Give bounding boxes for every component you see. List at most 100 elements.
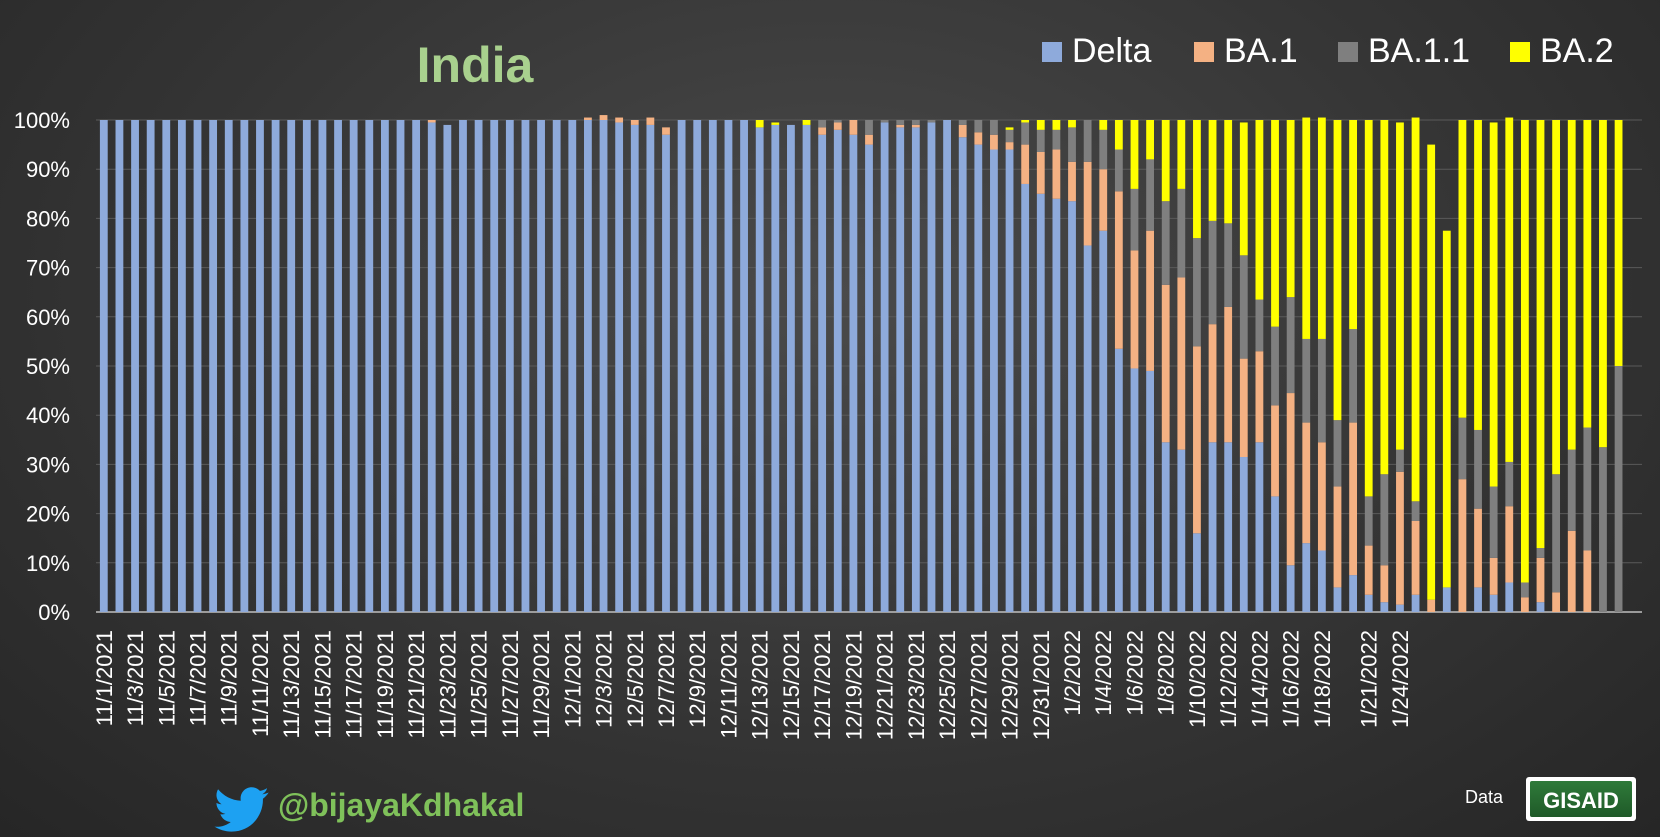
x-tick-label: 12/1/2021 [560,630,585,728]
y-tick-label: 80% [26,206,70,231]
bar-delta [256,120,264,612]
bar-delta [318,120,327,612]
bar-ba-2 [1052,120,1061,130]
bar-delta [896,127,905,612]
bar-delta [146,120,155,612]
bar-ba-1-1 [1177,188,1186,278]
bar-ba-2 [1520,120,1529,583]
bar-ba-2 [1599,120,1607,448]
bar-ba-1 [1583,550,1592,612]
x-tick-label: 11/7/2021 [186,630,211,726]
bar-ba-1-1 [1083,120,1092,162]
bar-ba-1-1 [1193,238,1201,347]
bar-ba-1-1 [1552,474,1561,593]
bar-ba-1-1 [990,120,998,135]
bar-ba-1-1 [1099,129,1108,170]
bar-ba-2 [1130,120,1139,189]
bar-ba-1-1 [1224,223,1233,307]
x-tick-label: 12/31/2021 [1029,630,1054,740]
x-tick-label: 1/14/2022 [1247,630,1272,728]
bar-ba-2 [1380,120,1389,475]
bar-delta [396,120,405,612]
legend-label: BA.1 [1224,32,1298,70]
bar-ba-1-1 [1458,417,1467,480]
bar-delta [943,120,951,612]
bar-ba-2 [1614,120,1623,366]
bar-ba-1-1 [1255,299,1264,352]
bar-delta [443,124,452,613]
bar-delta [1380,602,1389,612]
x-tick-label: 12/21/2021 [873,630,898,740]
x-tick-label: 12/13/2021 [748,630,773,740]
bar-ba-2 [1146,120,1154,160]
bar-ba-2 [1474,120,1482,430]
bar-ba-1-1 [896,120,905,125]
bar-ba-2 [1349,120,1358,330]
bar-ba-2 [1396,122,1404,450]
bar-delta [209,120,218,612]
bar-ba-1 [1083,161,1092,246]
bar-ba-1-1 [1489,486,1498,558]
bar-delta [302,120,311,612]
twitter-handle: @bijayaKdhakal [278,787,525,823]
bar-delta [833,129,842,612]
bar-delta [974,144,983,612]
x-tick-label: 11/13/2021 [279,630,304,738]
bar-ba-2 [1489,122,1498,487]
bar-delta [240,120,249,612]
bar-ba-1-1 [1161,201,1170,285]
bar-delta [1317,550,1326,612]
bar-ba-1 [1536,557,1545,603]
bar-delta [1036,193,1045,613]
bar-ba-1 [1005,142,1014,150]
bar-delta [1442,587,1451,612]
x-tick-label: 12/3/2021 [592,630,617,728]
bar-ba-1-1 [1567,449,1576,531]
y-tick-label: 20% [26,502,70,527]
bar-ba-1-1 [1302,338,1311,423]
bar-delta [1130,368,1139,612]
bar-delta [740,120,748,612]
bar-ba-1-1 [1114,149,1123,192]
bar-delta [334,120,342,612]
bar-ba-1 [1255,351,1264,443]
x-tick-label: 12/25/2021 [935,630,960,740]
bar-delta [99,120,108,612]
bar-delta [459,120,467,612]
bar-delta [1489,594,1498,612]
x-tick-label: 11/1/2021 [92,630,117,726]
bar-delta [1083,245,1092,612]
bar-ba-2 [1442,230,1451,588]
x-tick-label: 12/29/2021 [998,630,1023,740]
bar-ba-2 [1567,120,1576,450]
data-source-label: Data [1465,787,1504,807]
bar-ba-1-1 [1349,329,1358,423]
bar-delta [271,120,280,612]
bar-delta [1005,149,1014,612]
legend-swatch [1042,42,1062,62]
bar-ba-1-1 [1536,548,1545,558]
bar-ba-2 [1036,120,1045,130]
x-tick-label: 1/6/2022 [1122,630,1147,716]
bar-ba-1 [849,120,858,135]
bar-delta [287,120,296,612]
bar-ba-1-1 [1286,297,1295,394]
bar-ba-1 [833,122,842,130]
bar-ba-1 [1552,592,1561,612]
x-tick-label: 1/8/2022 [1154,630,1179,716]
x-tick-label: 11/15/2021 [310,630,335,738]
bar-delta [224,120,233,612]
bar-ba-1 [630,120,639,125]
bar-ba-1 [1474,508,1482,588]
bar-ba-2 [1177,120,1186,189]
bar-delta [724,120,733,612]
bar-ba-1-1 [1146,159,1154,231]
bar-ba-1-1 [1380,474,1389,566]
bar-delta [505,120,514,612]
bar-ba-1 [911,124,920,128]
bar-delta [693,120,702,612]
x-tick-label: 12/11/2021 [716,630,741,738]
bar-delta [380,120,389,612]
x-tick-label: 1/21/2022 [1357,630,1382,728]
bar-delta [802,124,811,613]
